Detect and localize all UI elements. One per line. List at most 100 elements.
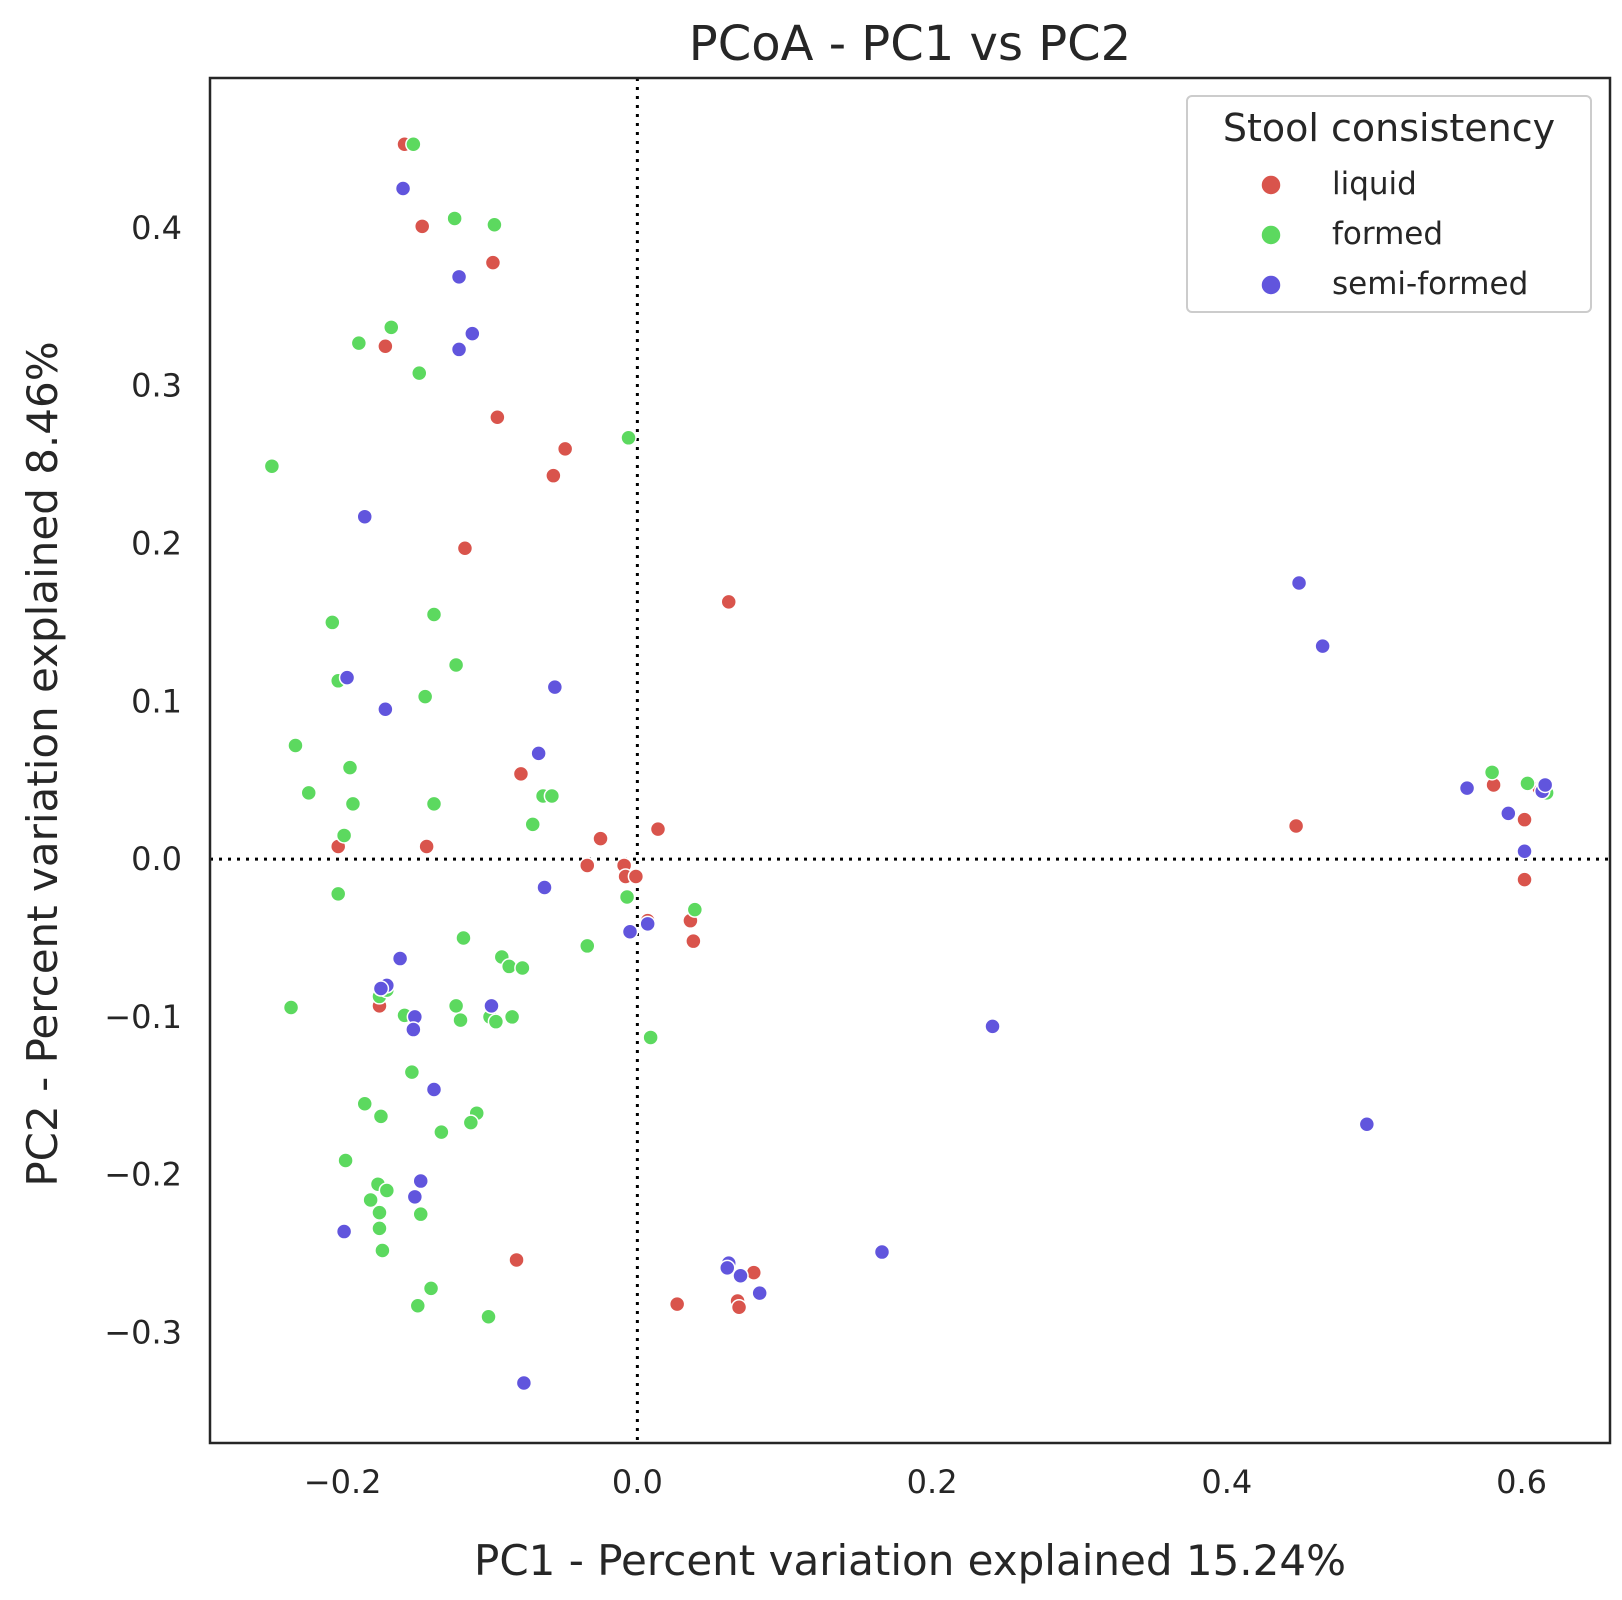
data-point-formed	[425, 606, 443, 623]
data-point-semi-formed	[450, 341, 468, 358]
legend-title: Stool consistency	[1223, 106, 1555, 150]
y-tick-label: 0.4	[131, 209, 182, 247]
data-point-liquid	[489, 409, 506, 426]
x-tick-label: 0.2	[907, 1463, 958, 1501]
x-tick-label: 0.4	[1201, 1463, 1252, 1501]
data-point-liquid	[627, 868, 645, 885]
data-point-formed	[405, 136, 422, 153]
legend-label-formed: formed	[1332, 216, 1443, 252]
data-point-formed	[447, 656, 465, 674]
data-point-liquid	[377, 338, 394, 355]
data-point-formed	[686, 901, 704, 918]
data-point-formed	[422, 1280, 440, 1297]
legend-box	[1186, 95, 1592, 313]
x-axis-ticks: −0.2 0.0 0.2 0.4 0.6	[304, 1463, 1547, 1501]
data-point-liquid	[592, 830, 609, 847]
x-axis-title: PC1 - Percent variation explained 15.24%	[474, 1536, 1346, 1585]
series-semi-formed	[335, 180, 1554, 1392]
y-tick-label: 0.0	[131, 840, 182, 878]
data-point-formed	[487, 1013, 505, 1030]
data-point-semi-formed	[719, 1259, 736, 1277]
data-point-semi-formed	[483, 997, 500, 1015]
data-point-liquid	[649, 820, 667, 838]
data-point-semi-formed	[1290, 574, 1308, 592]
data-point-semi-formed	[372, 980, 390, 997]
data-point-semi-formed	[984, 1018, 1001, 1035]
y-tick-label: −0.2	[104, 1156, 182, 1194]
data-point-formed	[543, 787, 561, 805]
data-point-formed	[371, 1220, 388, 1237]
data-point-liquid	[508, 1251, 525, 1269]
y-axis-ticks: −0.3 −0.2 −0.1 0.0 0.1 0.2 0.3 0.4	[104, 209, 182, 1352]
series-formed	[263, 136, 1555, 1326]
data-point-liquid	[1516, 811, 1533, 828]
legend-marker-liquid	[1260, 174, 1282, 196]
data-point-formed	[335, 827, 353, 844]
x-tick-label: 0.6	[1496, 1463, 1547, 1501]
data-point-semi-formed	[530, 745, 547, 762]
data-point-semi-formed	[405, 1021, 422, 1038]
data-point-formed	[446, 210, 463, 227]
data-point-semi-formed	[1516, 842, 1533, 860]
data-point-semi-formed	[639, 915, 656, 933]
data-point-liquid	[545, 467, 562, 484]
data-point-formed	[486, 216, 503, 234]
data-point-formed	[452, 1011, 469, 1029]
data-point-formed	[514, 959, 531, 977]
y-axis-title: PC2 - Percent variation explained 8.46%	[18, 341, 67, 1186]
data-point-formed	[447, 997, 465, 1015]
data-point-formed	[383, 319, 400, 336]
data-point-formed	[409, 1297, 427, 1314]
data-point-formed	[503, 1008, 521, 1026]
data-point-formed	[462, 1114, 480, 1131]
data-point-semi-formed	[406, 1188, 424, 1206]
data-point-semi-formed	[356, 508, 373, 525]
data-point-semi-formed	[450, 268, 468, 286]
data-point-formed	[341, 759, 359, 776]
data-point-semi-formed	[1500, 805, 1517, 822]
data-point-liquid	[418, 838, 435, 855]
data-point-formed	[1483, 764, 1501, 781]
reference-lines	[210, 78, 1610, 1443]
data-point-semi-formed	[1458, 779, 1476, 797]
data-point-semi-formed	[1358, 1115, 1376, 1133]
data-point-formed	[403, 1063, 421, 1081]
data-point-semi-formed	[751, 1284, 768, 1302]
data-point-formed	[455, 929, 472, 947]
data-point-formed	[433, 1123, 450, 1141]
data-point-formed	[579, 937, 596, 955]
data-point-formed	[337, 1152, 354, 1169]
data-point-liquid	[685, 932, 702, 950]
data-point-formed	[620, 429, 637, 447]
data-point-semi-formed	[338, 669, 356, 686]
data-point-semi-formed	[391, 950, 409, 967]
legend-label-semi-formed: semi-formed	[1332, 266, 1528, 302]
data-point-formed	[425, 795, 443, 813]
data-point-liquid	[1287, 817, 1305, 835]
data-point-formed	[412, 1205, 429, 1223]
data-point-semi-formed	[1536, 776, 1554, 794]
y-tick-label: 0.3	[131, 367, 182, 405]
plot-frame	[208, 76, 1612, 1445]
data-point-formed	[378, 1182, 396, 1199]
data-point-formed	[344, 795, 362, 813]
data-point-semi-formed	[732, 1267, 749, 1284]
data-point-formed	[374, 1242, 391, 1259]
data-point-formed	[282, 999, 300, 1016]
data-point-formed	[362, 1191, 379, 1209]
y-tick-label: −0.3	[104, 1314, 182, 1352]
data-point-formed	[416, 688, 434, 705]
chart-title: PCoA - PC1 vs PC2	[689, 16, 1131, 72]
data-point-formed	[300, 784, 317, 802]
data-point-liquid	[720, 593, 737, 611]
data-point-semi-formed	[536, 879, 553, 896]
data-point-formed	[1519, 775, 1536, 792]
legend-marker-formed	[1260, 224, 1282, 246]
x-tick-label: −0.2	[304, 1463, 382, 1501]
data-point-liquid	[579, 857, 596, 874]
data-point-formed	[263, 457, 281, 475]
scatter-points	[263, 136, 1555, 1392]
y-tick-label: 0.2	[131, 525, 182, 563]
data-point-semi-formed	[546, 678, 564, 696]
